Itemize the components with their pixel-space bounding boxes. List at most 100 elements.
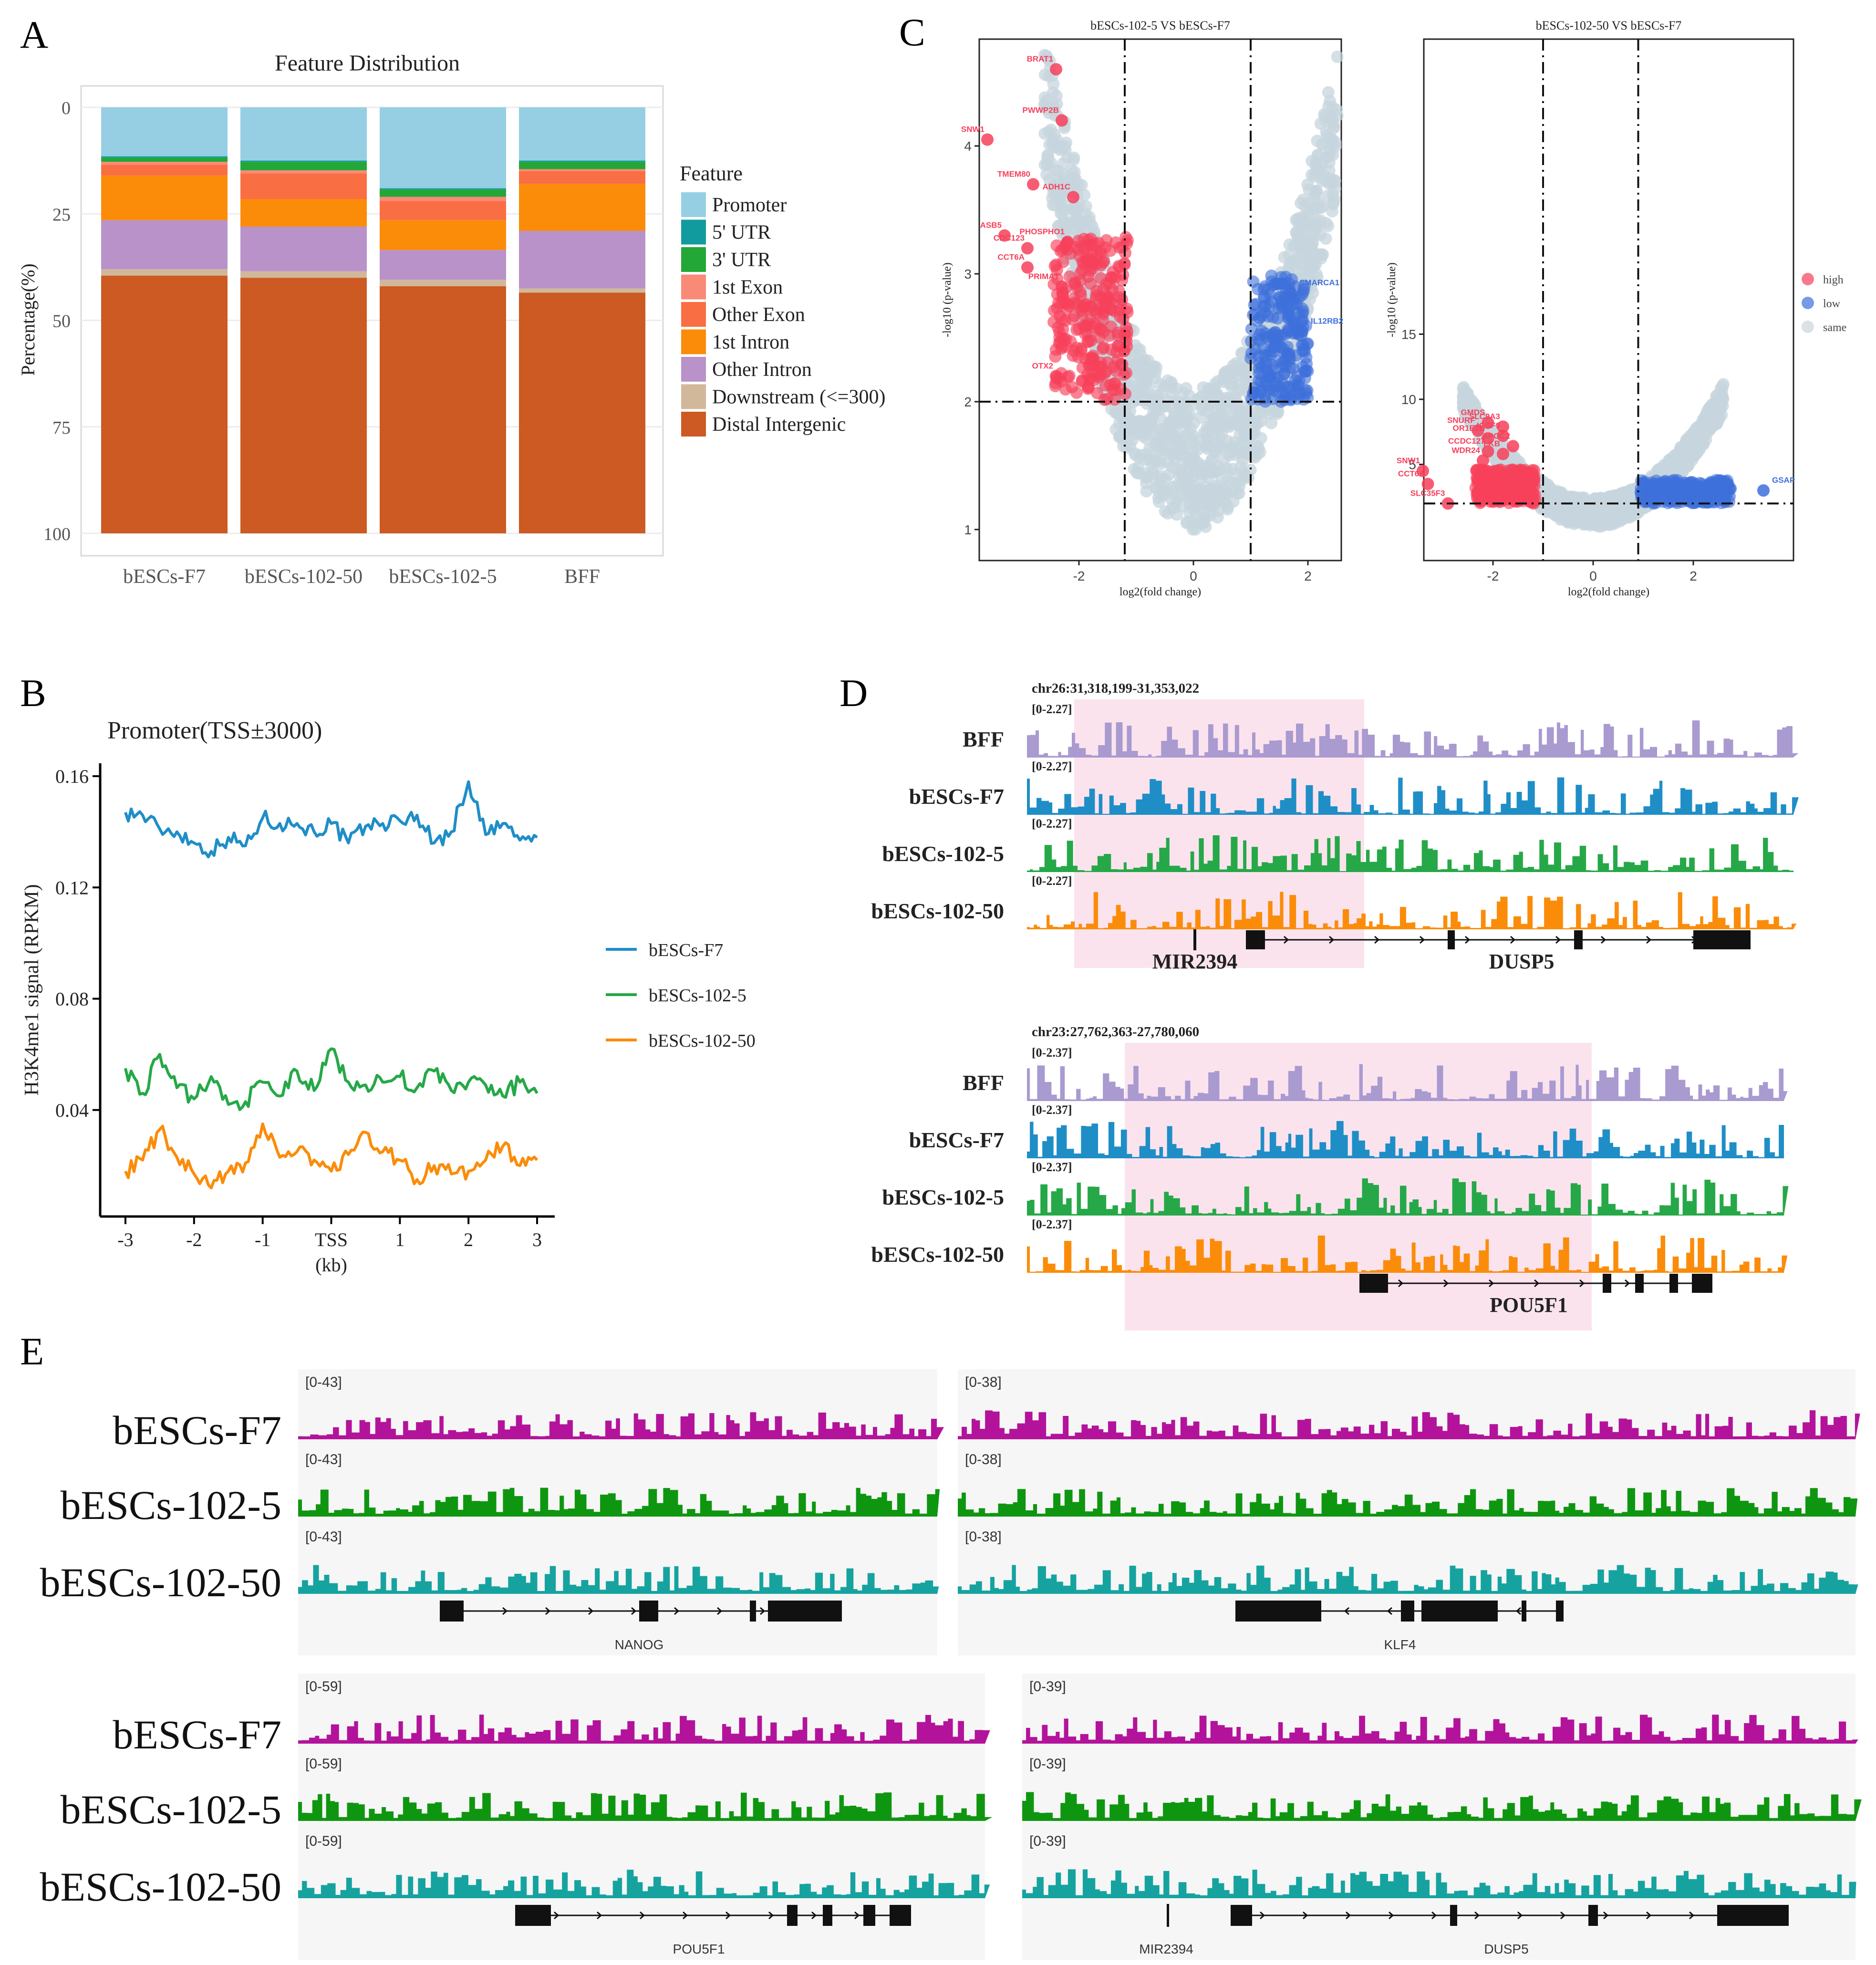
point-same (1205, 454, 1218, 467)
strand-arrow (1534, 1279, 1540, 1288)
point-same (1182, 427, 1195, 440)
bar-segment (240, 271, 367, 278)
x-tick-label: -1 (255, 1229, 270, 1250)
gene-exon (1522, 1601, 1526, 1622)
point-low (1272, 302, 1285, 315)
chart-title: bESCs-102-50 VS bESCs-F7 (1536, 19, 1682, 32)
chart-title: bESCs-102-5 VS bESCs-F7 (1090, 19, 1230, 32)
point-label: SNW1 (1397, 456, 1420, 465)
point-same (1073, 214, 1086, 227)
legend-label: bESCs-F7 (649, 940, 723, 960)
sample-label: bESCs-F7 (113, 1712, 281, 1757)
point-high (1075, 344, 1088, 357)
point-low (1301, 384, 1314, 397)
point-same (1150, 404, 1163, 417)
point-low (1297, 283, 1310, 296)
y-axis-label: Percentage(%) (17, 263, 39, 375)
point-same (1314, 162, 1327, 175)
signal-track (298, 1565, 939, 1594)
legend-label: Other Intron (712, 359, 812, 381)
gene-exon (1692, 1274, 1712, 1293)
legend-swatch (681, 219, 706, 245)
point-same (1278, 251, 1291, 264)
point-same (1070, 224, 1083, 237)
point-low (1266, 359, 1279, 372)
point-same (1543, 491, 1555, 504)
point-high (1118, 344, 1130, 357)
point-same (1306, 202, 1318, 215)
point-same (1214, 476, 1227, 489)
highlight-region (1125, 1043, 1592, 1331)
point-high (1508, 464, 1521, 477)
point-label: SNW1 (961, 125, 985, 134)
point-labeled (1421, 478, 1434, 490)
point-label: GSAP (1772, 476, 1795, 485)
bar-segment (240, 198, 367, 227)
point-labeled (1497, 429, 1509, 442)
strand-arrow (631, 1607, 637, 1615)
legend-swatch (681, 274, 706, 300)
point-same (1200, 486, 1213, 499)
point-high (1087, 352, 1100, 365)
point-labeled (1296, 325, 1308, 338)
gene-exon (1556, 1601, 1564, 1622)
signal-track (958, 1488, 1858, 1517)
point-same (1187, 485, 1200, 498)
strand-arrow (1284, 936, 1289, 944)
point-high (1484, 489, 1497, 501)
y-tick-label: 10 (1401, 392, 1416, 407)
point-label: APOC2 (1482, 431, 1510, 440)
legend-dot (1802, 321, 1814, 333)
point-same (1133, 467, 1146, 480)
point-same (1311, 148, 1324, 161)
point-high (1055, 313, 1068, 326)
signal-track (958, 1410, 1860, 1439)
point-high (1088, 318, 1101, 331)
point-high (1101, 356, 1114, 369)
point-labeled (1050, 63, 1062, 76)
point-same (1188, 503, 1201, 516)
strand-arrow (554, 1911, 560, 1920)
point-same (1133, 388, 1146, 401)
point-high (1469, 481, 1482, 494)
point-same (1167, 420, 1180, 433)
point-high (1088, 237, 1101, 250)
track-range: [0-59] (305, 1679, 342, 1695)
point-same (1716, 391, 1729, 404)
gene-name: NANOG (615, 1637, 664, 1652)
gene-exon (890, 1905, 911, 1926)
y-tick-label: 25 (52, 205, 71, 225)
signal-track (298, 1792, 993, 1821)
point-same (1046, 192, 1059, 205)
point-same (1213, 492, 1226, 505)
point-same (1468, 410, 1481, 423)
x-axis-label: log2(fold change) (1568, 586, 1649, 598)
gene-exon (823, 1905, 832, 1926)
point-same (1237, 424, 1250, 437)
y-tick-label: 100 (43, 524, 71, 544)
bar-segment (240, 160, 367, 162)
legend-title: Feature (680, 162, 743, 185)
track-name: bESCs-102-50 (871, 899, 1004, 923)
track-range: [0-2.37] (1032, 1160, 1072, 1174)
point-low (1300, 364, 1313, 377)
point-label: TMEM80 (997, 169, 1030, 178)
point-labeled (1067, 191, 1079, 204)
bar-segment (101, 162, 228, 165)
point-labeled (1757, 484, 1770, 497)
point-same (1206, 387, 1219, 400)
bar-segment (240, 162, 367, 171)
bar-segment (380, 250, 506, 280)
point-same (1182, 475, 1195, 488)
strand-arrow (1510, 936, 1516, 944)
point-high (1080, 298, 1093, 311)
x-tick-label: -2 (1487, 569, 1499, 583)
point-label: PRIMA1 (1028, 272, 1059, 281)
point-same (1555, 494, 1568, 507)
point-same (1254, 446, 1266, 459)
point-label: WDR24 (1451, 446, 1480, 455)
point-high (1511, 495, 1524, 508)
point-same (1295, 197, 1307, 209)
point-high (1121, 325, 1134, 338)
strand-arrow (683, 1911, 688, 1920)
